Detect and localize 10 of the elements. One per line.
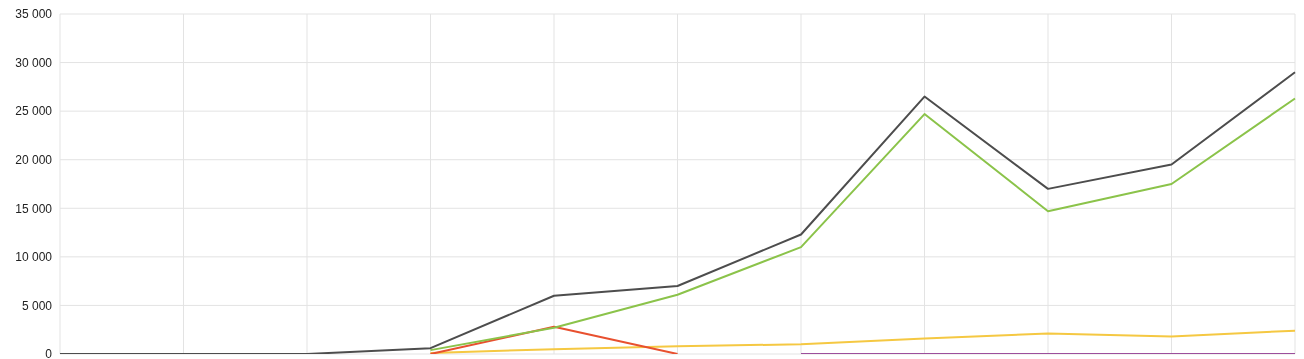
line-series bbox=[429, 97, 1296, 352]
y-tick-label: 10 000 bbox=[15, 250, 53, 265]
y-tick-label: 30 000 bbox=[15, 55, 53, 70]
y-tick-label: 15 000 bbox=[15, 201, 53, 216]
y-tick-label: 35 000 bbox=[15, 7, 53, 22]
line-series bbox=[429, 329, 1296, 354]
y-tick-label: 25 000 bbox=[15, 104, 53, 119]
y-tick-label: 0 bbox=[45, 347, 53, 359]
y-tick-label: 20 000 bbox=[15, 152, 53, 167]
y-tick-label: 5 000 bbox=[21, 298, 53, 313]
